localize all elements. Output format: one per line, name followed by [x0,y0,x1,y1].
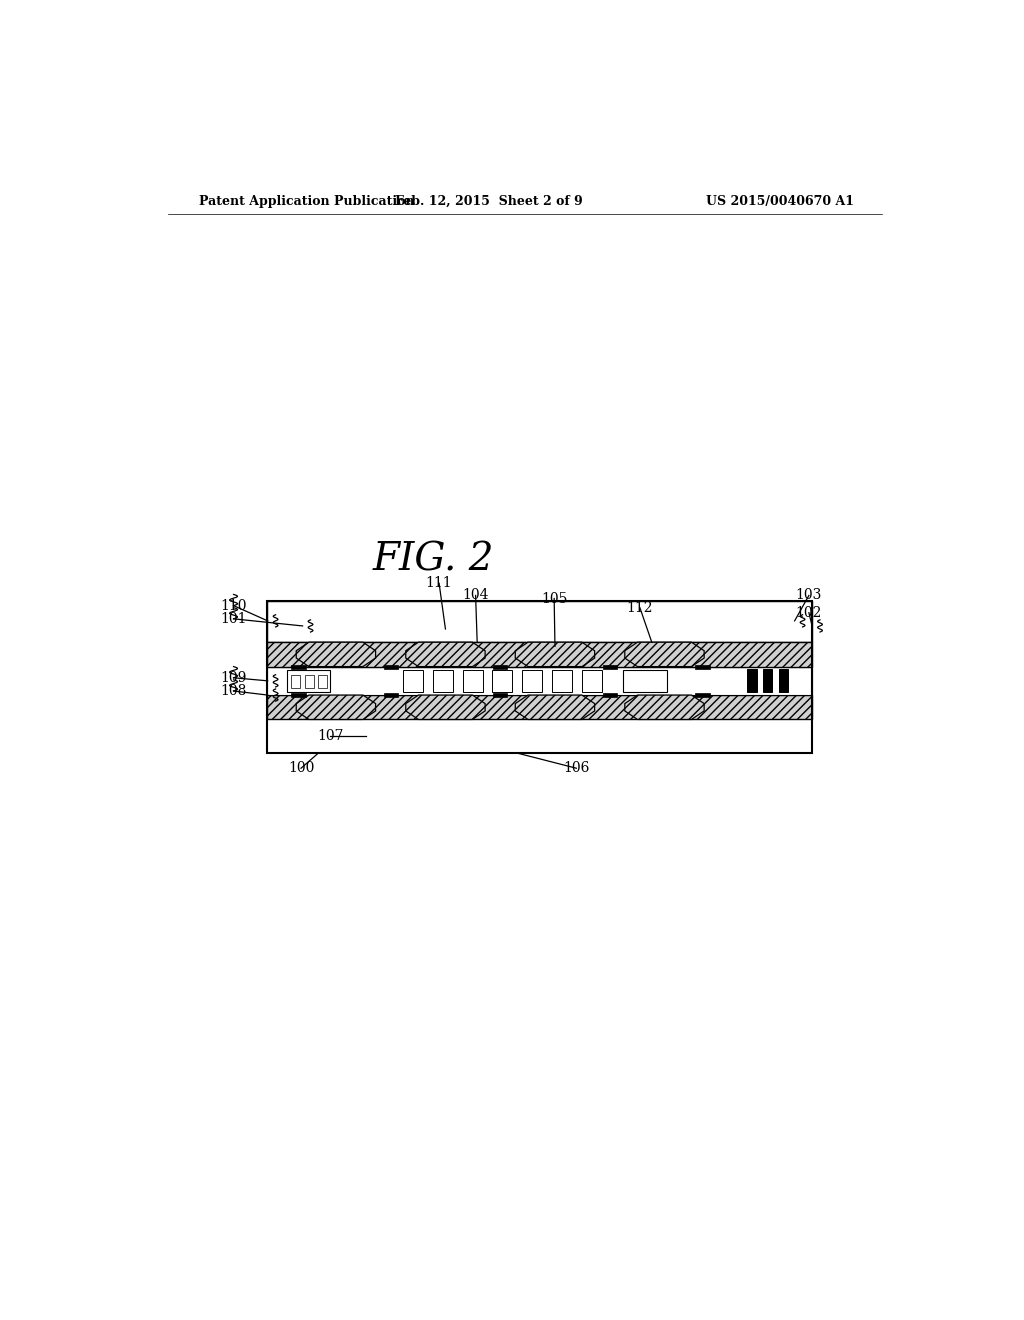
Bar [292,664,306,669]
Bar [384,693,398,697]
Text: Patent Application Publication: Patent Application Publication [200,194,415,207]
Text: 107: 107 [317,729,344,743]
Bar [493,671,512,692]
Text: 112: 112 [627,601,653,615]
Bar [267,667,812,696]
Bar [384,664,398,669]
Text: 102: 102 [796,606,822,619]
Bar [602,664,616,669]
Bar [695,693,710,697]
Bar [403,671,423,692]
Bar [287,671,331,692]
Polygon shape [296,643,376,667]
Bar [317,675,328,689]
Bar [463,671,482,692]
Text: FIG. 2: FIG. 2 [373,541,495,578]
Bar [522,671,543,692]
Bar [624,671,667,692]
Bar [778,669,788,692]
Bar [267,601,812,752]
Bar [582,671,602,692]
Bar [291,675,300,689]
Bar [292,693,306,697]
Text: 109: 109 [220,671,247,685]
Bar [267,719,812,752]
Polygon shape [515,696,595,719]
Bar [267,696,812,719]
Bar [433,671,453,692]
Polygon shape [296,696,376,719]
Bar [763,669,772,692]
Text: 108: 108 [220,684,247,698]
Text: Feb. 12, 2015  Sheet 2 of 9: Feb. 12, 2015 Sheet 2 of 9 [395,194,583,207]
Bar [494,693,507,697]
Bar [305,675,314,689]
Polygon shape [406,643,485,667]
Polygon shape [625,696,705,719]
Bar [552,671,571,692]
Polygon shape [515,643,595,667]
Text: 106: 106 [563,762,590,775]
Bar [748,669,757,692]
Text: 103: 103 [796,589,822,602]
Text: 110: 110 [220,598,247,612]
Bar [267,643,812,667]
Text: 101: 101 [220,612,247,626]
Text: 105: 105 [541,591,567,606]
Bar [494,664,507,669]
Bar [267,601,812,643]
Text: US 2015/0040670 A1: US 2015/0040670 A1 [707,194,854,207]
Text: 104: 104 [463,589,488,602]
Polygon shape [406,696,485,719]
Bar [695,664,710,669]
Polygon shape [625,643,705,667]
Text: 111: 111 [426,577,453,590]
Text: 100: 100 [288,762,314,775]
Bar [602,693,616,697]
